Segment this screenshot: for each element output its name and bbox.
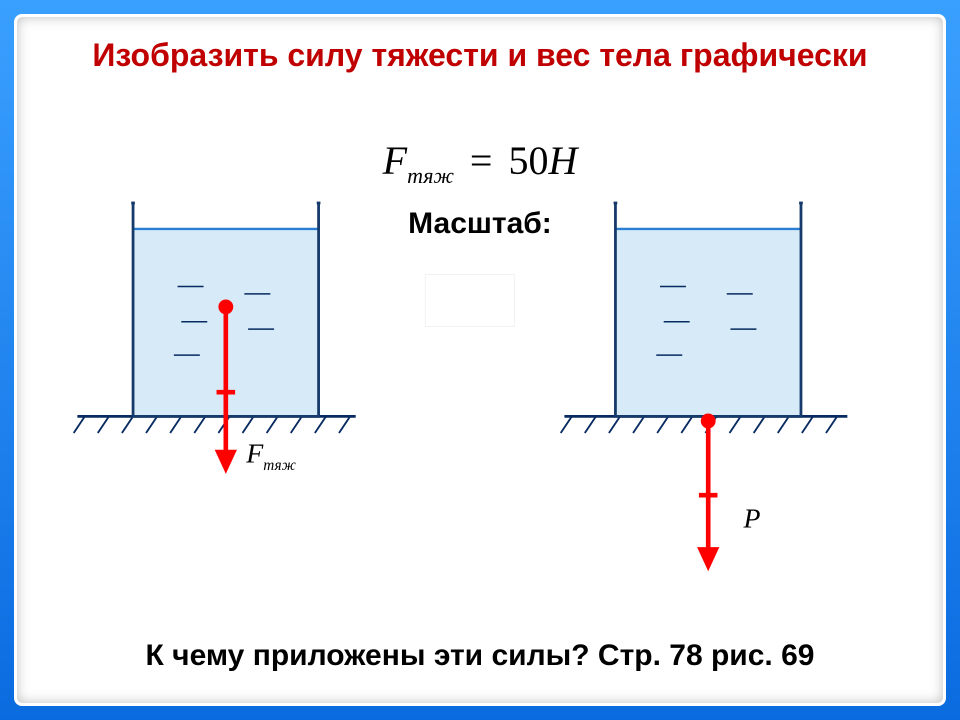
outer-frame: Изобразить силу тяжести и вес тела графи… bbox=[0, 0, 960, 720]
svg-text:P: P bbox=[742, 504, 760, 535]
physics-diagram: Fтяж P bbox=[17, 177, 943, 613]
diagram-area: Fтяж P bbox=[17, 177, 943, 613]
svg-text:Fтяж: Fтяж bbox=[245, 439, 296, 474]
question-text: К чему приложены эти силы? Стр. 78 рис. … bbox=[17, 639, 943, 673]
page-title: Изобразить силу тяжести и вес тела графи… bbox=[17, 35, 943, 75]
page: Изобразить силу тяжести и вес тела графи… bbox=[14, 14, 946, 706]
